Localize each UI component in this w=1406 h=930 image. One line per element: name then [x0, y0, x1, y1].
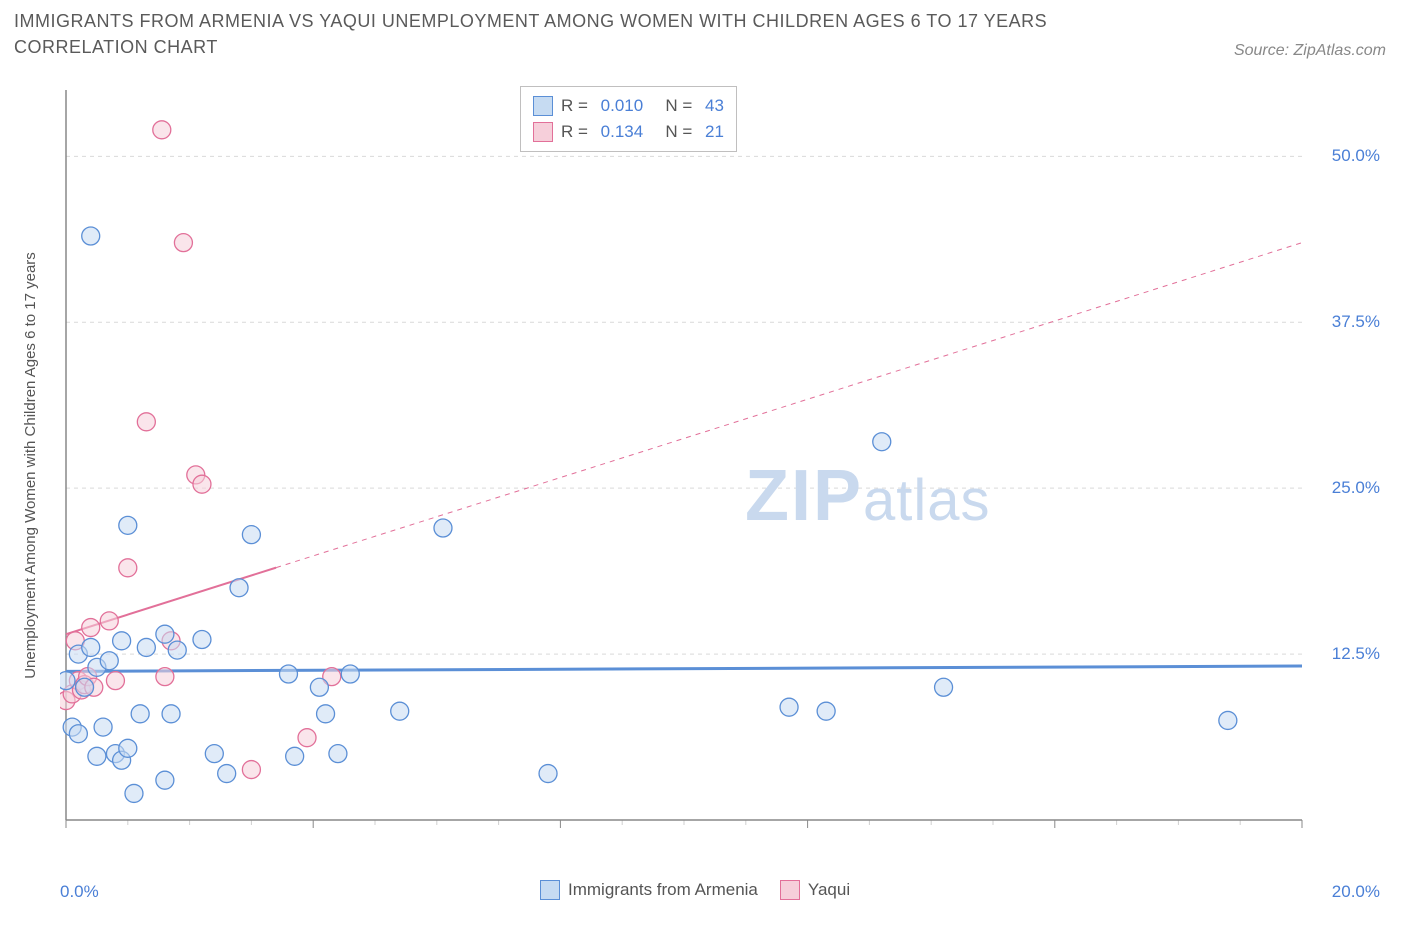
- n-value-series1: 43: [705, 96, 724, 116]
- r-value-series1: 0.010: [601, 96, 644, 116]
- correlation-legend: R = 0.010 N = 43 R = 0.134 N = 21: [520, 86, 737, 152]
- n-label: N =: [651, 122, 697, 142]
- legend-row-series1: R = 0.010 N = 43: [533, 93, 724, 119]
- y-tick-label: 25.0%: [1310, 478, 1380, 498]
- legend-swatch-series1: [533, 96, 553, 116]
- x-max-label: 20.0%: [1332, 882, 1380, 902]
- legend-item-series2: Yaqui: [780, 880, 850, 900]
- chart-title: IMMIGRANTS FROM ARMENIA VS YAQUI UNEMPLO…: [14, 8, 1134, 60]
- n-value-series2: 21: [705, 122, 724, 142]
- y-axis-label: Unemployment Among Women with Children A…: [20, 80, 40, 850]
- y-tick-label: 50.0%: [1310, 146, 1380, 166]
- chart-svg: [60, 80, 1380, 850]
- r-value-series2: 0.134: [601, 122, 644, 142]
- scatter-chart: [60, 80, 1380, 850]
- legend-item-series1: Immigrants from Armenia: [540, 880, 758, 900]
- y-tick-label: 37.5%: [1310, 312, 1380, 332]
- r-label: R =: [561, 96, 593, 116]
- y-tick-label: 12.5%: [1310, 644, 1380, 664]
- x-min-label: 0.0%: [60, 882, 99, 902]
- legend-row-series2: R = 0.134 N = 21: [533, 119, 724, 145]
- legend-swatch-series2: [533, 122, 553, 142]
- legend-swatch-series1: [540, 880, 560, 900]
- source-attribution: Source: ZipAtlas.com: [1234, 42, 1386, 60]
- legend-label-series2: Yaqui: [808, 880, 850, 900]
- legend-label-series1: Immigrants from Armenia: [568, 880, 758, 900]
- series-legend: Immigrants from Armenia Yaqui: [540, 880, 850, 900]
- r-label: R =: [561, 122, 593, 142]
- legend-swatch-series2: [780, 880, 800, 900]
- n-label: N =: [651, 96, 697, 116]
